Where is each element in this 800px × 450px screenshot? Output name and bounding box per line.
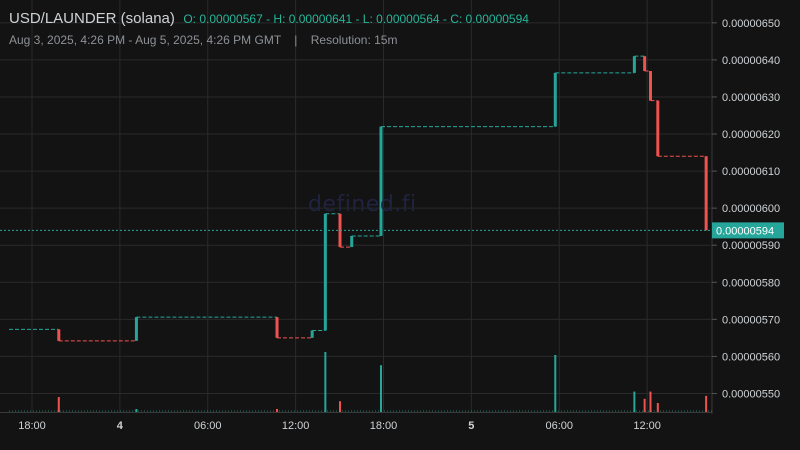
x-tick-label: 06:00 xyxy=(545,420,573,432)
chart-subheader: Aug 3, 2025, 4:26 PM - Aug 5, 2025, 4:26… xyxy=(9,33,397,47)
volume-bar xyxy=(643,398,646,412)
y-tick-label: 0.00000630 xyxy=(722,92,780,104)
candle xyxy=(338,213,342,248)
volume-bar xyxy=(705,395,708,412)
y-tick-label: 0.00000550 xyxy=(722,388,780,400)
candle xyxy=(704,156,708,231)
price-step-line xyxy=(9,55,707,342)
volume-bar xyxy=(380,365,383,412)
candles xyxy=(57,56,708,341)
volume-bar xyxy=(338,401,341,412)
candle xyxy=(643,56,647,72)
candle xyxy=(57,329,61,341)
volume-bar xyxy=(649,391,652,412)
candle xyxy=(350,235,354,248)
volume-bar xyxy=(135,409,138,412)
watermark: defined.fi xyxy=(308,192,417,217)
y-tick-label: 0.00000620 xyxy=(722,129,780,141)
x-tick-label: 5 xyxy=(468,420,474,432)
candle xyxy=(648,71,652,101)
candle xyxy=(656,100,660,157)
volume-bar xyxy=(656,403,659,412)
x-tick-label: 12:00 xyxy=(282,420,310,432)
x-tick-label: 06:00 xyxy=(194,420,222,432)
candle xyxy=(323,213,327,331)
volume-bar xyxy=(554,355,557,412)
y-tick-label: 0.00000610 xyxy=(722,166,780,178)
last-price-badge xyxy=(712,222,784,239)
x-tick-label: 4 xyxy=(117,420,124,432)
last-price-label: 0.00000594 xyxy=(716,225,774,237)
y-tick-label: 0.00000570 xyxy=(722,314,780,326)
y-tick-label: 0.00000640 xyxy=(722,55,780,67)
volume-bars xyxy=(9,352,712,412)
volume-bar xyxy=(57,397,60,412)
volume-bar xyxy=(324,352,327,412)
x-tick-label: 18:00 xyxy=(370,420,398,432)
y-axis: 0.00000650 0.00000640 0.00000630 0.00000620… xyxy=(712,18,780,400)
x-tick-label: 12:00 xyxy=(633,420,661,432)
y-tick-label: 0.00000580 xyxy=(722,277,780,289)
last-price-marker: 0.00000594 xyxy=(0,222,784,239)
candle xyxy=(275,317,279,338)
x-axis: 18:00 4 06:00 12:00 18:00 5 06:00 12:00 xyxy=(18,420,661,432)
time-range: Aug 3, 2025, 4:26 PM - Aug 5, 2025, 4:26… xyxy=(9,33,281,47)
y-tick-label: 0.00000590 xyxy=(722,240,780,252)
y-tick-label: 0.00000650 xyxy=(722,18,780,30)
chart-header: USD/LAUNDER (solana) O: 0.00000567 - H: … xyxy=(9,10,529,28)
chart-grid xyxy=(0,0,713,414)
volume-bar xyxy=(633,391,636,412)
candle xyxy=(310,330,314,338)
candle xyxy=(379,126,383,236)
candle xyxy=(553,72,557,127)
y-tick-label: 0.00000560 xyxy=(722,351,780,363)
separator: | xyxy=(294,33,298,47)
volume-bar xyxy=(276,409,279,412)
x-tick-label: 18:00 xyxy=(18,420,46,432)
y-tick-label: 0.00000600 xyxy=(722,203,780,215)
pair-title: USD/LAUNDER (solana) xyxy=(9,10,175,27)
candle xyxy=(632,56,636,73)
candle xyxy=(134,317,138,341)
ohlc-readout: O: 0.00000567 - H: 0.00000641 - L: 0.000… xyxy=(183,12,529,26)
resolution-label: Resolution: 15m xyxy=(310,33,398,47)
